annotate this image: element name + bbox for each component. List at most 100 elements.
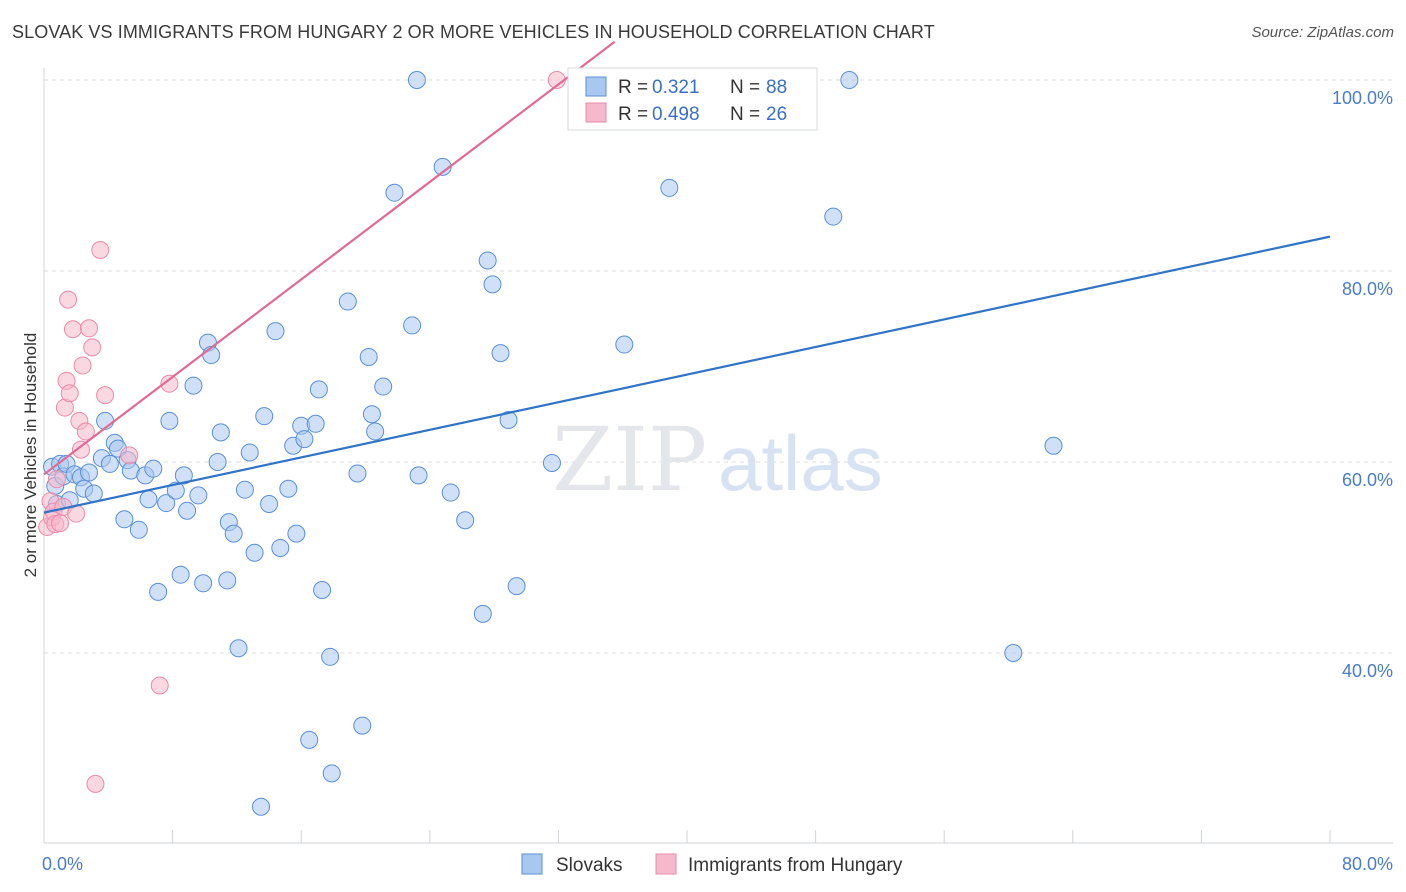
hungary-point — [150, 676, 169, 695]
hungary-point — [83, 338, 102, 357]
slovaks-point — [211, 423, 230, 442]
slovaks-point — [322, 764, 341, 783]
slovaks-point — [279, 479, 298, 498]
slovaks-point — [507, 577, 526, 596]
slovaks-point — [229, 639, 248, 658]
slovaks-point — [260, 495, 279, 514]
slovaks-point — [184, 376, 203, 395]
slovaks-point — [255, 407, 274, 426]
hungary-point — [47, 470, 66, 489]
slovaks-point — [306, 414, 325, 433]
hungary-point — [60, 384, 79, 403]
slovaks-point — [313, 580, 332, 599]
slovaks-point — [129, 520, 148, 539]
slovaks-point — [115, 510, 134, 529]
slovaks-point — [353, 716, 372, 735]
slovaks-point — [218, 571, 237, 590]
slovaks-point — [160, 411, 179, 430]
slovaks-point — [456, 511, 475, 530]
slovaks-point — [194, 574, 213, 593]
hungary-point — [86, 774, 105, 793]
watermark-atlas: atlas — [718, 419, 883, 507]
hungary-point — [160, 374, 179, 393]
slovaks-point — [409, 466, 428, 485]
slovaks-point — [189, 486, 208, 505]
slovaks-points — [43, 71, 1063, 816]
bottom-legend-hungary: Immigrants from Hungary — [688, 855, 903, 876]
slovaks-point — [174, 466, 193, 485]
trend-lines — [43, 40, 1331, 514]
slovaks-point — [287, 524, 306, 543]
slovaks-point — [144, 459, 163, 478]
hungary-point — [63, 320, 82, 339]
source-credit: Source: ZipAtlas.com — [1251, 24, 1394, 41]
slovaks-point — [441, 483, 460, 502]
x-tick-label-0: 0.0% — [42, 854, 83, 874]
legend-n-value-1: 88 — [766, 77, 787, 98]
legend-n-label-2: N = — [730, 104, 760, 125]
slovaks-point — [824, 207, 843, 226]
slovaks-point — [252, 797, 271, 816]
slovaks-point — [1044, 436, 1063, 455]
hungary-point — [91, 240, 110, 259]
slovaks-point — [139, 490, 158, 509]
slovaks-point — [157, 494, 176, 513]
slovaks-point — [295, 430, 314, 449]
slovaks-point — [271, 538, 290, 557]
hungary-point — [76, 422, 95, 441]
bottom-legend-swatch-slovaks — [521, 853, 543, 875]
slovaks-point — [491, 344, 510, 363]
y-tick-label-60: 60.0% — [1342, 470, 1393, 490]
slovaks-point — [166, 481, 185, 500]
y-axis-label: 2 or more Vehicles in Household — [21, 333, 40, 578]
slovaks-point — [149, 582, 168, 601]
slovaks-point — [235, 480, 254, 499]
legend-n-value-2: 26 — [766, 104, 787, 125]
slovaks-point — [366, 422, 385, 441]
slovaks-point — [178, 501, 197, 520]
slovaks-point — [478, 251, 497, 270]
y-tick-label-80: 80.0% — [1342, 279, 1393, 299]
slovaks-point — [300, 730, 319, 749]
bottom-legend-slovaks: Slovaks — [556, 855, 623, 876]
slovaks-point — [615, 335, 634, 354]
legend-r-label-1: R = — [618, 77, 648, 98]
hungary-trend-line — [43, 40, 616, 476]
legend-r-value-1: 0.321 — [652, 77, 700, 98]
slovaks-point — [266, 322, 285, 341]
slovaks-point — [240, 443, 259, 462]
bottom-legend-swatch-hungary — [655, 853, 677, 875]
slovaks-trend-line — [43, 235, 1331, 514]
slovaks-point — [403, 316, 422, 335]
hungary-point — [59, 290, 78, 309]
x-tick-label-80: 80.0% — [1342, 854, 1393, 874]
y-tick-label-40: 40.0% — [1342, 661, 1393, 681]
hungary-point — [71, 440, 90, 459]
slovaks-point — [80, 463, 99, 482]
legend-n-label-1: N = — [730, 77, 760, 98]
slovaks-point — [84, 484, 103, 503]
slovaks-point — [374, 377, 393, 396]
slovaks-point — [245, 543, 264, 562]
legend-r-value-2: 0.498 — [652, 104, 700, 125]
watermark-zip: ZIP — [552, 408, 707, 511]
hungary-point — [96, 386, 115, 405]
legend-box: R = 0.321 N = 88 R = 0.498 N = 26 — [567, 67, 818, 131]
slovaks-point — [100, 454, 119, 473]
slovaks-point — [321, 647, 340, 666]
legend-swatch-hungary — [585, 102, 607, 123]
slovaks-point — [362, 405, 381, 424]
legend-r-label-2: R = — [618, 104, 648, 125]
axes: 0.0% 80.0% — [42, 68, 1393, 874]
slovaks-point — [473, 604, 492, 623]
hungary-point — [73, 356, 92, 375]
slovaks-point — [483, 275, 502, 294]
slovaks-point — [208, 453, 227, 471]
watermark: ZIP atlas — [552, 408, 883, 511]
slovaks-point — [338, 292, 357, 311]
hungary-point — [51, 514, 70, 533]
bottom-legend: Slovaks Immigrants from Hungary — [521, 853, 903, 876]
slovaks-point — [407, 71, 426, 89]
slovaks-point — [224, 524, 243, 543]
